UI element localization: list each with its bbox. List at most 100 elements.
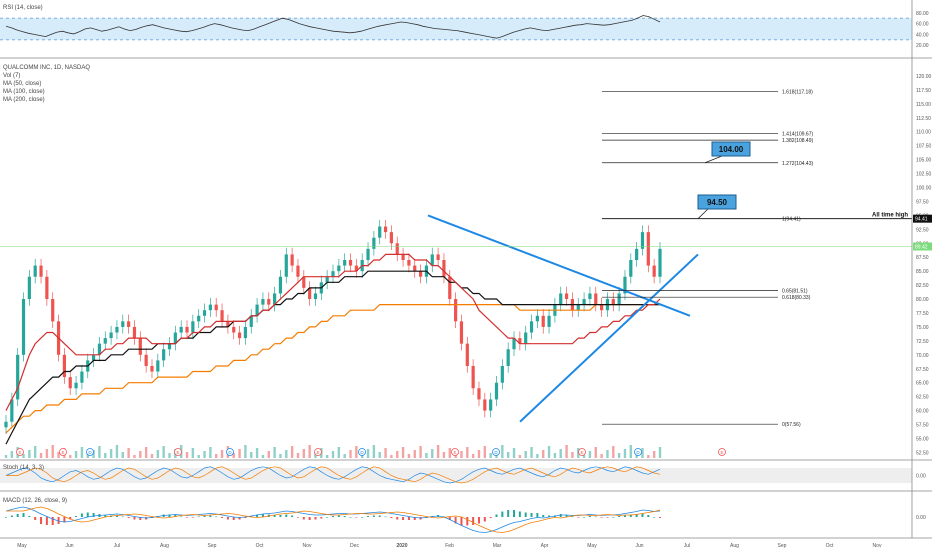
candle-body (308, 287, 312, 300)
macd-histogram-bar (221, 517, 224, 518)
candle-body (302, 276, 306, 288)
legend-ma200: MA (200, close) (3, 97, 45, 103)
macd-histogram-bar (489, 517, 492, 518)
volume-bar (279, 454, 282, 458)
candle-body (278, 276, 283, 294)
volume-bar (238, 449, 241, 458)
candle-body (267, 299, 271, 305)
volume-bar (349, 450, 352, 458)
candle-body (454, 299, 458, 322)
volume-bar (390, 455, 393, 458)
volume-bar (436, 445, 440, 458)
volume-bar (115, 445, 119, 458)
macd-histogram-bar (51, 517, 54, 525)
volume-bar (471, 454, 475, 458)
event-marker-circle (492, 448, 500, 456)
price-tick-label: 115.00 (916, 102, 931, 108)
macd-histogram-bar (407, 517, 410, 520)
macd-histogram-bar (261, 514, 264, 517)
ma100-line (5, 270, 660, 445)
price-tick-label: 112.50 (916, 116, 931, 122)
volume-bar (209, 447, 212, 458)
candle-body (290, 254, 294, 266)
macd-histogram-bar (530, 513, 533, 517)
volume-bar (501, 445, 504, 458)
volume-bar (302, 449, 306, 458)
candle-body (173, 332, 177, 344)
candle-body (366, 248, 370, 260)
volume-bar (220, 450, 224, 458)
volume-bar (454, 455, 457, 458)
macd-histogram-bar (69, 517, 72, 520)
candle-body (629, 260, 633, 277)
macd-histogram-bar (413, 517, 416, 520)
macd-histogram-bar (466, 517, 469, 526)
stoch-label: Stoch (14, 3, 3) (3, 465, 45, 471)
volume-bar (431, 449, 434, 458)
volume-bar (296, 453, 300, 458)
price-tick-label: 102.50 (916, 172, 932, 178)
event-marker-circle (59, 448, 67, 456)
candle-body (109, 332, 113, 339)
macd-histogram-bar (571, 516, 574, 518)
volume-bar (250, 452, 253, 458)
volume-bar (57, 452, 60, 458)
volume-bar (10, 451, 14, 458)
fib-level-label: 1.382(108.49) (782, 138, 813, 144)
volume-bar (104, 453, 107, 458)
macd-histogram-bar (5, 517, 7, 518)
volume-bar (133, 455, 136, 458)
candle-body (273, 293, 277, 305)
candle-body (442, 260, 446, 277)
legend-ma100: MA (100, close) (3, 89, 45, 95)
volume-bar (512, 448, 516, 458)
stoch-d-line (6, 466, 661, 484)
candle-body (208, 304, 212, 311)
candle-body (16, 354, 20, 400)
volume-bar (86, 454, 89, 458)
price-tick-label: 67.50 (916, 367, 929, 373)
candle-body (150, 365, 154, 372)
volume-bar (127, 448, 130, 458)
volume-bar (401, 447, 405, 458)
macd-histogram-bar (40, 517, 43, 524)
volume-bar (407, 454, 411, 458)
volume-bar (80, 447, 84, 458)
candle-body (436, 254, 440, 260)
rsi-tick-label: 80.00 (916, 11, 929, 17)
candle-body (529, 321, 534, 333)
candle-body (518, 338, 522, 344)
volume-bar (273, 447, 276, 458)
candle-body (185, 326, 189, 333)
macd-histogram-bar (34, 517, 37, 520)
rsi-line (5, 15, 661, 39)
target-94-pointer (697, 208, 709, 219)
candle-body (395, 243, 399, 255)
candle-body (80, 371, 84, 383)
volume-bar (121, 452, 124, 458)
macd-histogram-bar (647, 515, 650, 517)
macd-histogram-bar (86, 512, 89, 517)
candle-body (354, 265, 358, 272)
macd-histogram-bar (16, 514, 19, 517)
candle-body (506, 349, 510, 366)
macd-histogram-bar (577, 517, 580, 518)
candle-body (261, 299, 265, 305)
target-94-label: 94.50 (707, 198, 728, 207)
event-marker-letter: D (360, 450, 364, 455)
price-tick-label: 120.00 (916, 74, 932, 80)
macd-label: MACD (12, 26, close, 9) (3, 498, 68, 504)
volume-bar (419, 446, 422, 458)
macd-histogram-bar (168, 514, 171, 517)
price-tick-label: 100.00 (916, 185, 932, 191)
candle-body (477, 388, 481, 400)
candle-body (202, 310, 207, 316)
price-tick-label: 92.50 (916, 227, 929, 233)
macd-histogram-bar (174, 515, 177, 517)
candle-body (74, 382, 78, 389)
volume-bar (466, 447, 469, 458)
candle-body (576, 304, 580, 311)
stoch-band (0, 468, 912, 483)
